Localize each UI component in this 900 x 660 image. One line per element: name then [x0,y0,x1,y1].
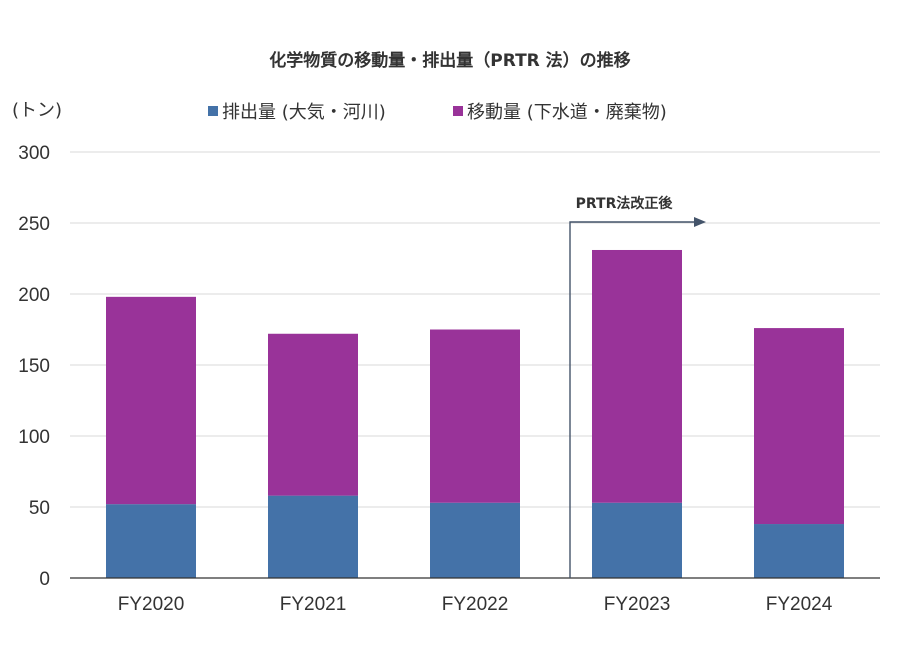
bar-segment-emission [754,524,844,578]
legend-swatch [208,106,218,116]
legend-label: 移動量 (下水道・廃棄物) [467,102,667,123]
y-axis-unit-label: (トン) [12,100,62,121]
y-tick-label: 50 [29,498,50,519]
x-tick-label: FY2021 [280,594,347,615]
bar-segment-transfer [430,329,520,503]
x-tick-label: FY2022 [442,594,509,615]
annotation-label: PRTR法改正後 [576,195,674,212]
annotation-bracket [569,221,696,578]
legend-label: 排出量 (大気・河川) [222,102,386,123]
bar-segment-transfer [268,333,358,496]
bar-segment-transfer [754,328,844,525]
x-tick-label: FY2020 [118,594,185,615]
bars [106,249,844,578]
y-tick-label: 100 [18,427,50,448]
x-tick-label: FY2024 [766,594,833,615]
y-tick-label: 300 [18,143,50,164]
bar-segment-emission [268,495,358,578]
bar-segment-transfer [592,249,682,503]
annotation: PRTR法改正後 [569,195,706,578]
legend-swatch [453,106,463,116]
bar-segment-emission [430,502,520,578]
x-axis-ticks: FY2020 FY2021 FY2022 FY2023 FY2024 [70,577,880,615]
x-tick-label: FY2023 [604,594,671,615]
bar-segment-transfer [106,296,196,505]
annotation-arrowhead [694,217,706,227]
y-tick-label: 0 [39,569,50,590]
legend: 排出量 (大気・河川) 移動量 (下水道・廃棄物) [208,102,667,123]
chart-title: 化学物質の移動量・排出量（PRTR 法）の推移 [269,50,630,71]
y-tick-label: 250 [18,214,50,235]
bar-segment-emission [592,502,682,578]
y-tick-label: 150 [18,356,50,377]
bar-segment-emission [106,504,196,578]
y-tick-label: 200 [18,285,50,306]
y-axis-ticks: 0 50 100 150 200 250 300 [18,143,50,590]
